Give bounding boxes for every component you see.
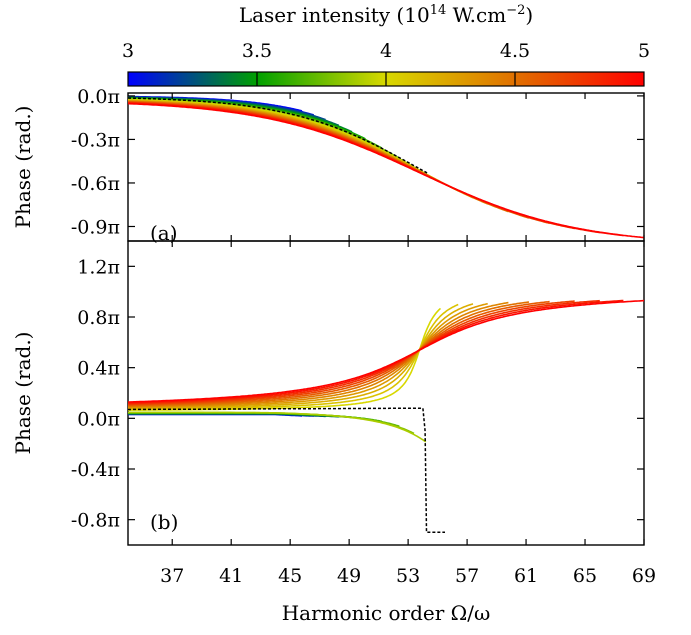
y-tick-label: 0.4π [77, 358, 120, 380]
panel-b-tag: (b) [150, 510, 178, 534]
series-line [128, 102, 624, 237]
axis-ticks: 37 41 45 49 53 57 61 65 69 0.0π -0.3π -0.6π -0.9π 1.2… [71, 86, 656, 587]
series-line [128, 299, 600, 405]
y-tick-label: 0.8π [77, 307, 120, 329]
colorbar-tick-label: 4.5 [500, 40, 530, 62]
y-tick-label: 0.0π [77, 86, 120, 108]
panel-b-frame [127, 240, 645, 546]
panel-a-ylabel: Phase (rad.) [11, 106, 35, 229]
x-tick-label: 41 [219, 565, 243, 587]
x-axis-label: Harmonic order Ω/ω [282, 601, 491, 625]
y-tick-label: 0.0π [77, 408, 120, 430]
series-line [128, 299, 624, 404]
panel-a-frame [127, 92, 645, 242]
x-tick-label: 37 [160, 565, 184, 587]
y-tick-label: -0.8π [71, 510, 120, 532]
series-line [128, 300, 550, 406]
series-line [128, 301, 530, 407]
colorbar-tick-label: 5 [638, 40, 650, 62]
colorbar-tick-label: 3.5 [242, 40, 272, 62]
x-tick-label: 61 [514, 565, 538, 587]
y-tick-label: -0.9π [71, 216, 120, 238]
series-line [128, 411, 415, 435]
series-line [128, 301, 509, 408]
colorbar: 3 3.5 4 4.5 5 [122, 40, 650, 87]
series-line [128, 102, 644, 239]
reference-line [128, 97, 430, 175]
series-line [128, 300, 575, 406]
y-tick-label: 1.2π [77, 256, 120, 278]
series-line [128, 100, 530, 219]
panel-a-tag: (a) [150, 221, 178, 245]
x-tick-label: 49 [337, 565, 361, 587]
series-line [128, 101, 550, 225]
y-tick-label: -0.6π [71, 173, 120, 195]
x-tick-label: 45 [278, 565, 302, 587]
panel-a-series [128, 95, 644, 239]
x-tick-label: 65 [573, 565, 597, 587]
reference-line [128, 407, 445, 534]
series-line [128, 411, 427, 443]
panel-b-ylabel: Phase (rad.) [11, 332, 35, 455]
x-tick-label: 69 [632, 565, 656, 587]
colorbar-tick-label: 4 [380, 40, 392, 62]
colorbar-tick-label: 3 [122, 40, 134, 62]
series-line [128, 302, 488, 409]
y-tick-label: -0.4π [71, 459, 120, 481]
x-tick-label: 57 [455, 565, 479, 587]
series-line [128, 299, 644, 403]
x-tick-label: 53 [396, 565, 420, 587]
colorbar-label: Laser intensity (1014 W.cm−2) [239, 3, 533, 27]
y-tick-label: -0.3π [71, 129, 120, 151]
panel-b-series [128, 299, 644, 534]
series-line [128, 102, 600, 234]
